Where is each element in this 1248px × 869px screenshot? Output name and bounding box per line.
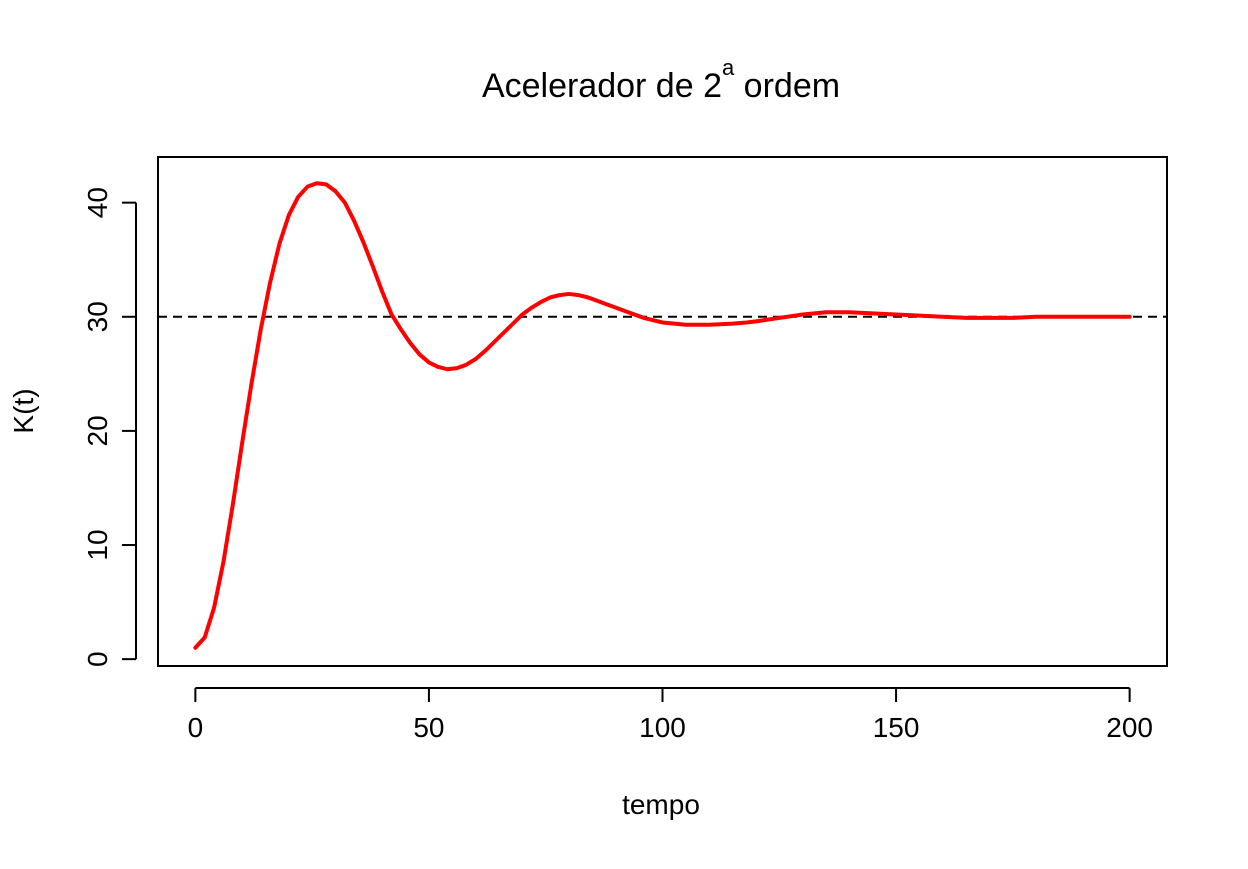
x-axis-label: tempo: [622, 789, 700, 820]
x-tick-label: 0: [188, 712, 204, 743]
y-tick-label: 10: [82, 529, 113, 560]
x-axis: 0 50 100 150 200: [188, 687, 1153, 743]
chart-title-superscript: a: [722, 55, 735, 80]
y-axis-label: K(t): [8, 388, 39, 433]
x-tick-label: 200: [1106, 712, 1153, 743]
series-layer: [193, 181, 1132, 650]
x-tick-label: 150: [873, 712, 920, 743]
chart-title-main: Acelerador de 2: [482, 67, 722, 105]
x-tick-label: 50: [413, 712, 444, 743]
y-tick-label: 30: [82, 301, 113, 332]
y-axis: 0 10 20 30 40: [82, 187, 137, 667]
chart-title: Acelerador de 2a ordem: [482, 55, 840, 105]
plot-frame: [157, 156, 1168, 667]
y-tick-label: 0: [82, 651, 113, 667]
x-tick-label: 100: [639, 712, 686, 743]
chart-title-suffix: ordem: [734, 67, 840, 105]
y-tick-label: 40: [82, 187, 113, 218]
series-line: [193, 181, 1132, 650]
y-tick-label: 20: [82, 415, 113, 446]
